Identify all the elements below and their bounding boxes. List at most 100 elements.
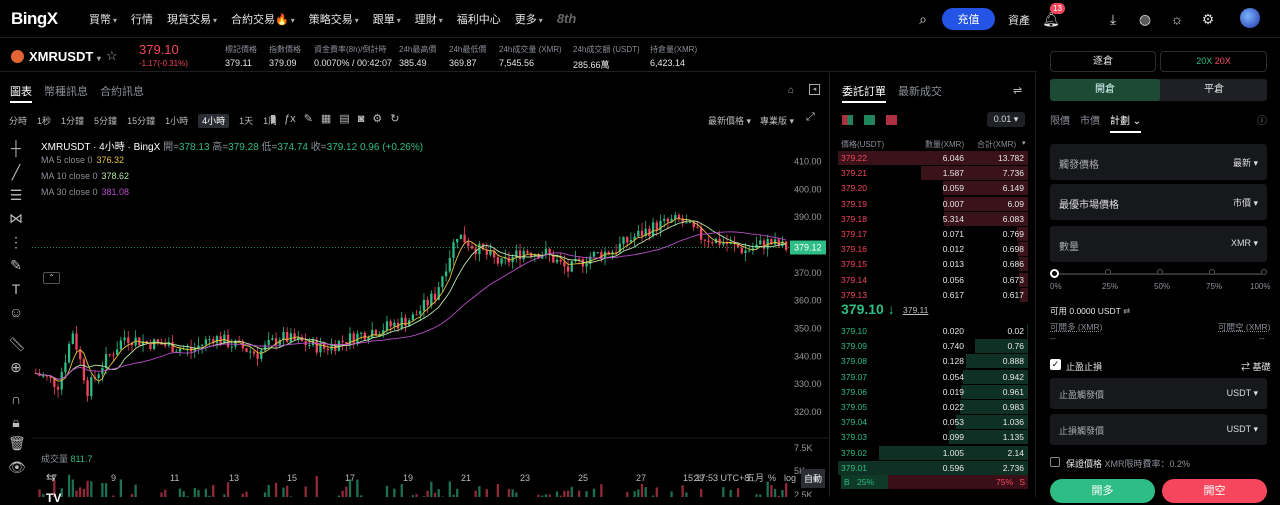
trigger-price-field[interactable]: 觸發價格最新 ▾	[1050, 144, 1267, 180]
timeframe-option[interactable]: 分時	[9, 116, 27, 126]
nav-item-3[interactable]: 合約交易🔥▾	[231, 11, 295, 27]
nav-item-7[interactable]: 福利中心	[457, 11, 501, 27]
pro-mode-selector[interactable]: 專業版 ▾	[760, 114, 794, 127]
crosshair-icon[interactable]: ┼	[8, 140, 24, 156]
chart-tab[interactable]: 合約訊息	[100, 86, 144, 98]
brush-icon[interactable]: ✎	[8, 257, 24, 273]
open-long-button[interactable]: 開多	[1050, 479, 1155, 503]
slider-stop[interactable]	[1105, 269, 1111, 275]
settings-icon[interactable]: ⚙	[372, 113, 382, 125]
indicator-icon[interactable]: ƒx	[284, 113, 296, 125]
deposit-button[interactable]: 充值	[942, 8, 995, 30]
slider-stop[interactable]	[1209, 269, 1215, 275]
avatar[interactable]	[1240, 8, 1260, 28]
log-toggle[interactable]: log	[784, 473, 796, 483]
nav-item-8[interactable]: 更多▾	[515, 11, 543, 27]
timeframe-option[interactable]: 1秒	[37, 116, 51, 126]
orderbook-settings-icon[interactable]: ⇌	[1013, 84, 1022, 97]
magnet-icon[interactable]: ∩	[8, 391, 24, 407]
symbol-selector[interactable]: XMRUSDT ▾	[29, 49, 101, 64]
nav-item-5[interactable]: 跟單▾	[373, 11, 401, 27]
undo-icon[interactable]: ↻	[390, 113, 399, 125]
trash-icon[interactable]: 🗑︎	[8, 435, 24, 451]
goto-date-icon[interactable]: ⇆	[46, 471, 55, 484]
eye-icon[interactable]: 👁︎	[8, 459, 24, 475]
percent-toggle[interactable]: %	[768, 473, 776, 483]
exec-price-field[interactable]: 最優市場價格市價 ▾	[1050, 184, 1267, 220]
tpsl-checkbox[interactable]: ✓	[1050, 359, 1061, 370]
basic-toggle[interactable]: ⇄ 基礎	[1241, 360, 1271, 373]
line-icon[interactable]: ╱	[8, 164, 24, 180]
view-both-icon[interactable]	[842, 115, 853, 125]
assets-menu[interactable]: 資產	[1008, 12, 1030, 28]
fullscreen-icon[interactable]: ⤢	[806, 111, 815, 124]
nav-item-2[interactable]: 現貨交易▾	[167, 11, 217, 27]
favorite-star-icon[interactable]: ☆	[106, 48, 118, 64]
nav-item-1[interactable]: 行情	[131, 11, 153, 27]
guarantee-checkbox[interactable]	[1050, 457, 1060, 467]
slider-stop[interactable]	[1261, 269, 1267, 275]
theme-icon[interactable]: ☼	[1169, 11, 1185, 27]
auto-toggle[interactable]: 自動	[801, 469, 825, 488]
orderbook-tab[interactable]: 委託訂單	[842, 86, 886, 103]
timeframe-option[interactable]: 1小時	[165, 116, 188, 126]
candle-type-icon[interactable]: ▮	[270, 113, 276, 125]
close-tab[interactable]: 平倉	[1161, 79, 1267, 101]
order-type-tab[interactable]: 限價	[1050, 116, 1070, 127]
download-icon[interactable]: ⤓	[1105, 11, 1121, 27]
ruler-icon[interactable]: 📏︎	[8, 336, 24, 352]
timeframe-option[interactable]: 1天	[239, 116, 253, 126]
timeframe-option[interactable]: 5分鐘	[94, 116, 117, 126]
open-tab[interactable]: 開倉	[1050, 79, 1160, 101]
leverage-button[interactable]: 20X 20X	[1160, 51, 1267, 72]
edit-icon[interactable]: ✎	[304, 113, 313, 125]
chart-svg[interactable]: 410.00400.00390.00380.00370.00360.00350.…	[32, 136, 830, 497]
chart-tab[interactable]: 圖表	[10, 86, 32, 103]
latest-price-selector[interactable]: 最新價格 ▾	[708, 114, 751, 127]
info-icon[interactable]: ⓘ	[1257, 112, 1267, 127]
margin-mode-button[interactable]: 逐倉	[1050, 51, 1156, 72]
slider-stop[interactable]	[1157, 269, 1163, 275]
price-chart[interactable]: 410.00400.00390.00380.00370.00360.00350.…	[32, 136, 830, 497]
chart-tab[interactable]: 幣種訊息	[44, 86, 88, 98]
zoom-icon[interactable]: ⊕	[8, 359, 24, 375]
order-type-tab[interactable]: 市價	[1080, 116, 1100, 127]
collapse-legend-button[interactable]: ⌃	[43, 272, 60, 284]
timeframe-option[interactable]: 15分鐘	[127, 116, 155, 126]
pattern-icon[interactable]: ⋈	[8, 210, 24, 226]
timeframe-option[interactable]: 1分鐘	[61, 116, 84, 126]
nav-item-6[interactable]: 理財▾	[415, 11, 443, 27]
text-icon[interactable]: T	[8, 281, 24, 297]
grid-icon[interactable]: ▤	[339, 113, 349, 125]
slider-stop[interactable]	[1050, 269, 1059, 278]
anniversary-badge[interactable]: 8th	[557, 11, 577, 26]
nav-item-4[interactable]: 策略交易▾	[309, 11, 359, 27]
precision-selector[interactable]: 0.01 ▾	[987, 112, 1025, 127]
view-bids-icon[interactable]	[864, 115, 875, 125]
fib-icon[interactable]: ☰	[8, 187, 24, 203]
collapse-icon[interactable]: ◂	[809, 84, 820, 95]
orderbook-tab[interactable]: 最新成交	[898, 86, 942, 98]
emoji-icon[interactable]: ☺	[8, 304, 24, 320]
snapshot-icon[interactable]: ⌂	[788, 85, 794, 96]
